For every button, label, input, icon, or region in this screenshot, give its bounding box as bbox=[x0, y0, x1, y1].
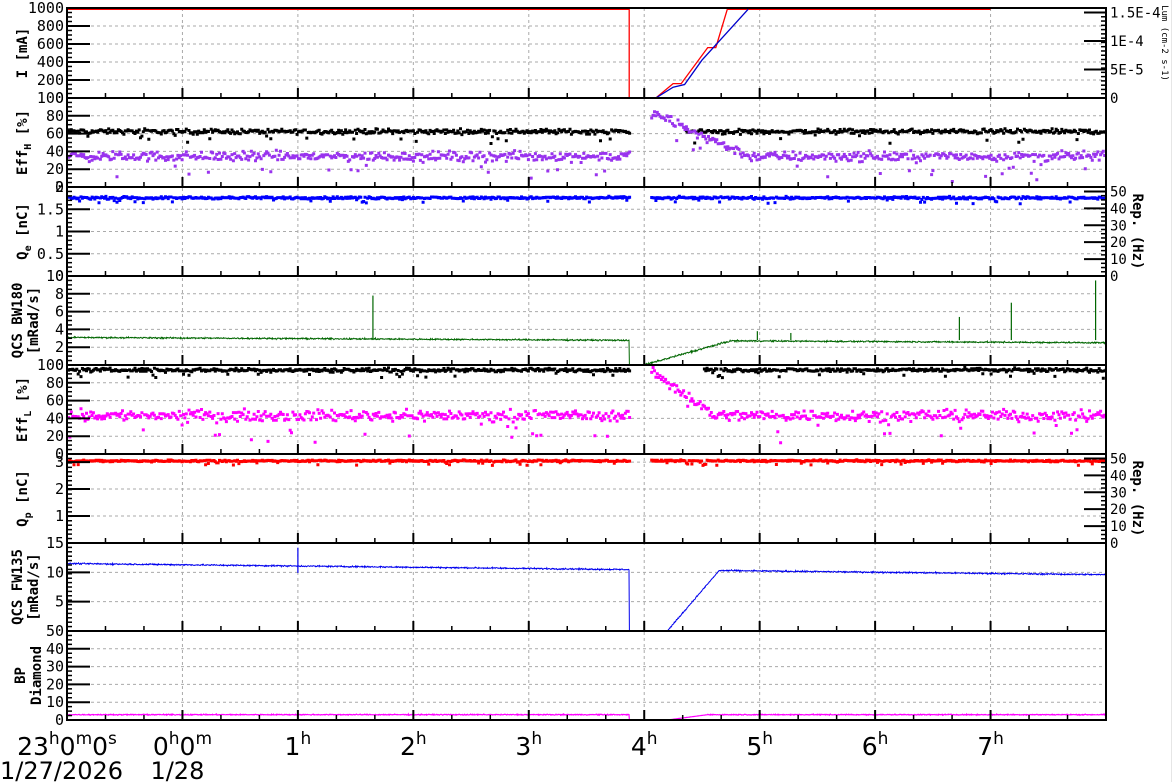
date-label: 1/28 bbox=[150, 757, 204, 782]
y-tick-label: 10 bbox=[46, 693, 64, 711]
x-tick-label: 6h bbox=[862, 729, 889, 761]
y-axis-label: QCS BW180[mRad/s] bbox=[10, 283, 42, 359]
series-eff_l bbox=[67, 366, 1106, 445]
y-tick-label: 30 bbox=[46, 658, 64, 676]
right-tick-label: 0 bbox=[1110, 269, 1118, 285]
y-axis-label: QCS FW135[mRad/s] bbox=[10, 549, 42, 625]
x-tick-label: 23h0m0s bbox=[17, 729, 117, 761]
y-tick-label: 40 bbox=[46, 142, 64, 160]
y-axis-label: I [mA] bbox=[15, 28, 31, 79]
series-qe bbox=[67, 194, 1106, 206]
right-tick-label: 50 bbox=[1110, 184, 1127, 200]
right-tick-label: 40 bbox=[1110, 468, 1127, 484]
series-qp bbox=[67, 458, 1106, 467]
right-tick-label: 50 bbox=[1110, 451, 1127, 467]
right-tick-label: 1E-4 bbox=[1110, 34, 1144, 50]
y-axis-label: Qp [nC] bbox=[15, 470, 34, 527]
y-tick-label: 0 bbox=[55, 445, 64, 463]
y-axis-label: EffH [%] bbox=[15, 110, 34, 175]
y-tick-label: 0 bbox=[55, 711, 64, 729]
y-tick-label: 2 bbox=[55, 178, 64, 196]
y-tick-label: 1 bbox=[55, 507, 64, 525]
right-tick-label: 30 bbox=[1110, 485, 1127, 501]
right-tick-label: 40 bbox=[1110, 201, 1127, 217]
right-tick-label: 0 bbox=[1110, 91, 1118, 107]
x-tick-label: 0h0m bbox=[153, 729, 212, 761]
right-axis-label: Lum (cm-2 s-1) bbox=[1159, 5, 1169, 81]
x-axis-labels: 23h0m0s 0h0m 1h 2h 3h 4h 5h 6h 7h 1/27/2026 1/28 bbox=[0, 729, 1004, 782]
y-tick-label: 4 bbox=[55, 320, 64, 338]
y-tick-label: 1000 bbox=[28, 0, 64, 17]
right-tick-label: 10 bbox=[1110, 252, 1127, 268]
y-tick-label: 10 bbox=[46, 267, 64, 285]
y-tick-label: 1 bbox=[55, 223, 64, 241]
y-tick-label: 0 bbox=[55, 89, 64, 107]
y-tick-label: 3 bbox=[55, 453, 64, 471]
series-eff_h bbox=[67, 110, 1106, 183]
right-axis-label: Rep. (Hz) bbox=[1129, 461, 1145, 537]
series-qcs_bw180 bbox=[67, 280, 1106, 365]
y-tick-label: 1.5 bbox=[37, 200, 64, 218]
x-tick-label: 5h bbox=[746, 729, 773, 761]
y-tick-label: 600 bbox=[37, 35, 64, 53]
right-tick-label: 20 bbox=[1110, 502, 1127, 518]
right-tick-label: 5E-5 bbox=[1110, 63, 1144, 79]
y-tick-label: 400 bbox=[37, 53, 64, 71]
y-tick-label: 800 bbox=[37, 17, 64, 35]
y-tick-label: 8 bbox=[55, 285, 64, 303]
y-tick-label: 2 bbox=[55, 338, 64, 356]
x-tick-label: 2h bbox=[400, 729, 427, 761]
y-axis-label: Qe [nC] bbox=[15, 203, 34, 260]
y-tick-label: 20 bbox=[46, 427, 64, 445]
y-tick-label: 50 bbox=[46, 622, 64, 640]
y-tick-label: 15 bbox=[46, 534, 64, 552]
y-tick-label: 10 bbox=[46, 563, 64, 581]
y-tick-label: 20 bbox=[46, 675, 64, 693]
y-tick-label: 80 bbox=[46, 374, 64, 392]
series-qcs_fw135 bbox=[67, 547, 1106, 631]
y-tick-label: 200 bbox=[37, 71, 64, 89]
y-tick-label: 0.5 bbox=[37, 245, 64, 263]
y-tick-label: 0 bbox=[55, 178, 64, 196]
right-tick-label: 0 bbox=[1110, 536, 1118, 552]
y-tick-label: 2 bbox=[55, 480, 64, 498]
series-bp_diamond bbox=[67, 712, 1106, 720]
right-tick-label: 30 bbox=[1110, 218, 1127, 234]
right-tick-label: 10 bbox=[1110, 519, 1127, 535]
right-tick-label: 20 bbox=[1110, 235, 1127, 251]
series-current bbox=[67, 8, 991, 98]
right-tick-label: 1.5E-4 bbox=[1110, 6, 1161, 22]
y-axis-label: BPDiamond bbox=[13, 646, 45, 705]
date-label: 1/27/2026 bbox=[0, 757, 123, 782]
y-tick-label: 20 bbox=[46, 160, 64, 178]
y-tick-label: 60 bbox=[46, 392, 64, 410]
x-tick-label: 7h bbox=[977, 729, 1004, 761]
y-tick-label: 40 bbox=[46, 409, 64, 427]
y-tick-label: 40 bbox=[46, 640, 64, 658]
right-axis-label: Rep. (Hz) bbox=[1129, 194, 1145, 270]
y-tick-label: 60 bbox=[46, 125, 64, 143]
y-axis-label: EffL [%] bbox=[15, 377, 34, 442]
y-tick-label: 6 bbox=[55, 303, 64, 321]
y-tick-label: 80 bbox=[46, 107, 64, 125]
y-tick-label: 0 bbox=[55, 356, 64, 374]
x-tick-label: 1h bbox=[285, 729, 312, 761]
y-tick-label: 100 bbox=[37, 356, 64, 374]
x-tick-label: 3h bbox=[515, 729, 542, 761]
y-tick-label: 5 bbox=[55, 593, 64, 611]
y-tick-label: 0 bbox=[55, 267, 64, 285]
x-tick-label: 4h bbox=[631, 729, 658, 761]
y-tick-label: 100 bbox=[37, 89, 64, 107]
